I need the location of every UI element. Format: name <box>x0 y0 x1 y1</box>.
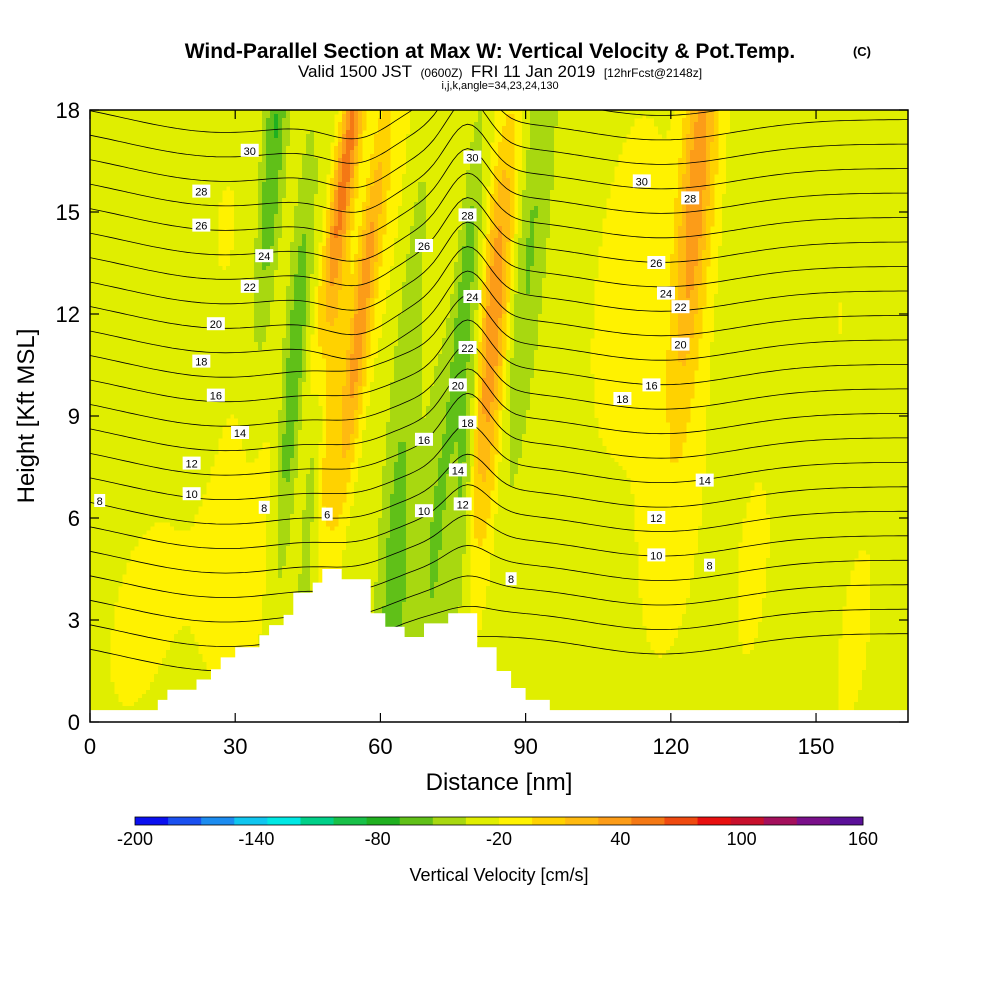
colorbar-swatch <box>168 817 201 825</box>
colorbar-swatch <box>433 817 466 825</box>
y-tick-label: 9 <box>68 404 80 429</box>
subtitle-forecast: [12hrFcst@2148z] <box>604 66 702 80</box>
colorbar-label: Vertical Velocity [cm/s] <box>409 865 588 885</box>
x-tick-label: 60 <box>368 734 392 759</box>
theta-label: 30 <box>463 151 481 165</box>
chart-title-mark: (C) <box>853 44 871 59</box>
x-tick-label: 150 <box>798 734 835 759</box>
y-tick-label: 0 <box>68 710 80 735</box>
theta-label: 12 <box>454 497 472 511</box>
theta-label: 14 <box>231 426 249 440</box>
y-tick-label: 3 <box>68 608 80 633</box>
colorbar-swatch <box>764 817 797 825</box>
y-tick-label: 6 <box>68 506 80 531</box>
theta-label: 8 <box>506 572 517 586</box>
x-tick-label: 90 <box>513 734 537 759</box>
y-tick-label: 15 <box>56 200 80 225</box>
theta-label: 24 <box>657 287 675 301</box>
theta-label: 16 <box>415 433 433 447</box>
colorbar-swatch <box>367 817 400 825</box>
cross-section-chart: Wind-Parallel Section at Max W: Vertical… <box>0 0 1000 1000</box>
theta-label: 8 <box>259 501 270 515</box>
theta-label: 26 <box>415 239 433 253</box>
colorbar-swatch <box>400 817 433 825</box>
theta-label: 14 <box>696 474 714 488</box>
theta-label: 22 <box>459 341 477 355</box>
theta-label: 18 <box>459 416 477 430</box>
x-tick-label: 120 <box>652 734 689 759</box>
theta-label: 30 <box>633 174 651 188</box>
colorbar-swatch <box>797 817 830 825</box>
colorbar-swatch <box>565 817 598 825</box>
theta-label: 20 <box>449 378 467 392</box>
colorbar-swatch <box>830 817 863 825</box>
theta-label: 20 <box>207 317 225 331</box>
colorbar-swatch <box>532 817 565 825</box>
chart-subtitle-indices: i,j,k,angle=34,23,24,130 <box>441 80 558 92</box>
theta-label: 22 <box>241 280 259 294</box>
chart-title: Wind-Parallel Section at Max W: Vertical… <box>185 40 796 63</box>
colorbar-tick-label: 40 <box>610 829 630 849</box>
y-tick-label: 12 <box>56 302 80 327</box>
colorbar-swatch <box>499 817 532 825</box>
colorbar-swatch <box>267 817 300 825</box>
colorbar-tick-label: -20 <box>486 829 512 849</box>
theta-label: 26 <box>647 256 665 270</box>
colorbar-swatch <box>466 817 499 825</box>
colorbar-tick-label: -80 <box>365 829 391 849</box>
theta-label: 24 <box>255 249 273 263</box>
theta-label: 14 <box>449 463 467 477</box>
colorbar-swatch <box>201 817 234 825</box>
colorbar-swatch <box>698 817 731 825</box>
theta-label: 6 <box>322 508 333 522</box>
x-tick-label: 30 <box>223 734 247 759</box>
theta-label: 12 <box>183 457 201 471</box>
theta-label: 28 <box>459 208 477 222</box>
subtitle-valid: Valid 1500 JST <box>298 62 412 81</box>
theta-label: 10 <box>415 504 433 518</box>
theta-label: 24 <box>463 290 481 304</box>
subtitle-date: FRI 11 Jan 2019 <box>471 62 595 81</box>
theta-label: 8 <box>704 559 715 573</box>
theta-label: 22 <box>672 300 690 314</box>
theta-label: 30 <box>241 144 259 158</box>
colorbar-swatch <box>234 817 267 825</box>
colorbar-swatch <box>334 817 367 825</box>
colorbar-tick-label: 100 <box>727 829 757 849</box>
colorbar-swatch <box>135 817 168 825</box>
theta-label: 18 <box>192 355 210 369</box>
theta-label: 28 <box>681 191 699 205</box>
colorbar-swatch <box>731 817 764 825</box>
theta-label: 16 <box>642 378 660 392</box>
subtitle-utc: (0600Z) <box>420 66 462 80</box>
colorbar-swatch <box>598 817 631 825</box>
colorbar-tick-label: -140 <box>238 829 274 849</box>
theta-label: 28 <box>192 185 210 199</box>
chart-subtitle: Valid 1500 JST (0600Z) FRI 11 Jan 2019 [… <box>298 62 702 81</box>
theta-label: 12 <box>647 511 665 525</box>
theta-label: 10 <box>183 487 201 501</box>
colorbar-swatch <box>664 817 697 825</box>
theta-label: 26 <box>192 219 210 233</box>
theta-label: 8 <box>94 494 105 508</box>
y-tick-label: 18 <box>56 98 80 123</box>
x-axis-label: Distance [nm] <box>426 769 573 796</box>
theta-label: 18 <box>613 392 631 406</box>
theta-label: 20 <box>672 338 690 352</box>
x-tick-label: 0 <box>84 734 96 759</box>
colorbar-swatch <box>300 817 333 825</box>
theta-label: 10 <box>647 548 665 562</box>
colorbar-swatch <box>631 817 664 825</box>
colorbar-tick-label: -200 <box>117 829 153 849</box>
colorbar-tick-label: 160 <box>848 829 878 849</box>
colorbar: -200 -140 -80 -20 40 100 160 <box>117 817 878 849</box>
theta-label: 16 <box>207 389 225 403</box>
y-axis-label: Height [Kft MSL] <box>13 329 40 504</box>
